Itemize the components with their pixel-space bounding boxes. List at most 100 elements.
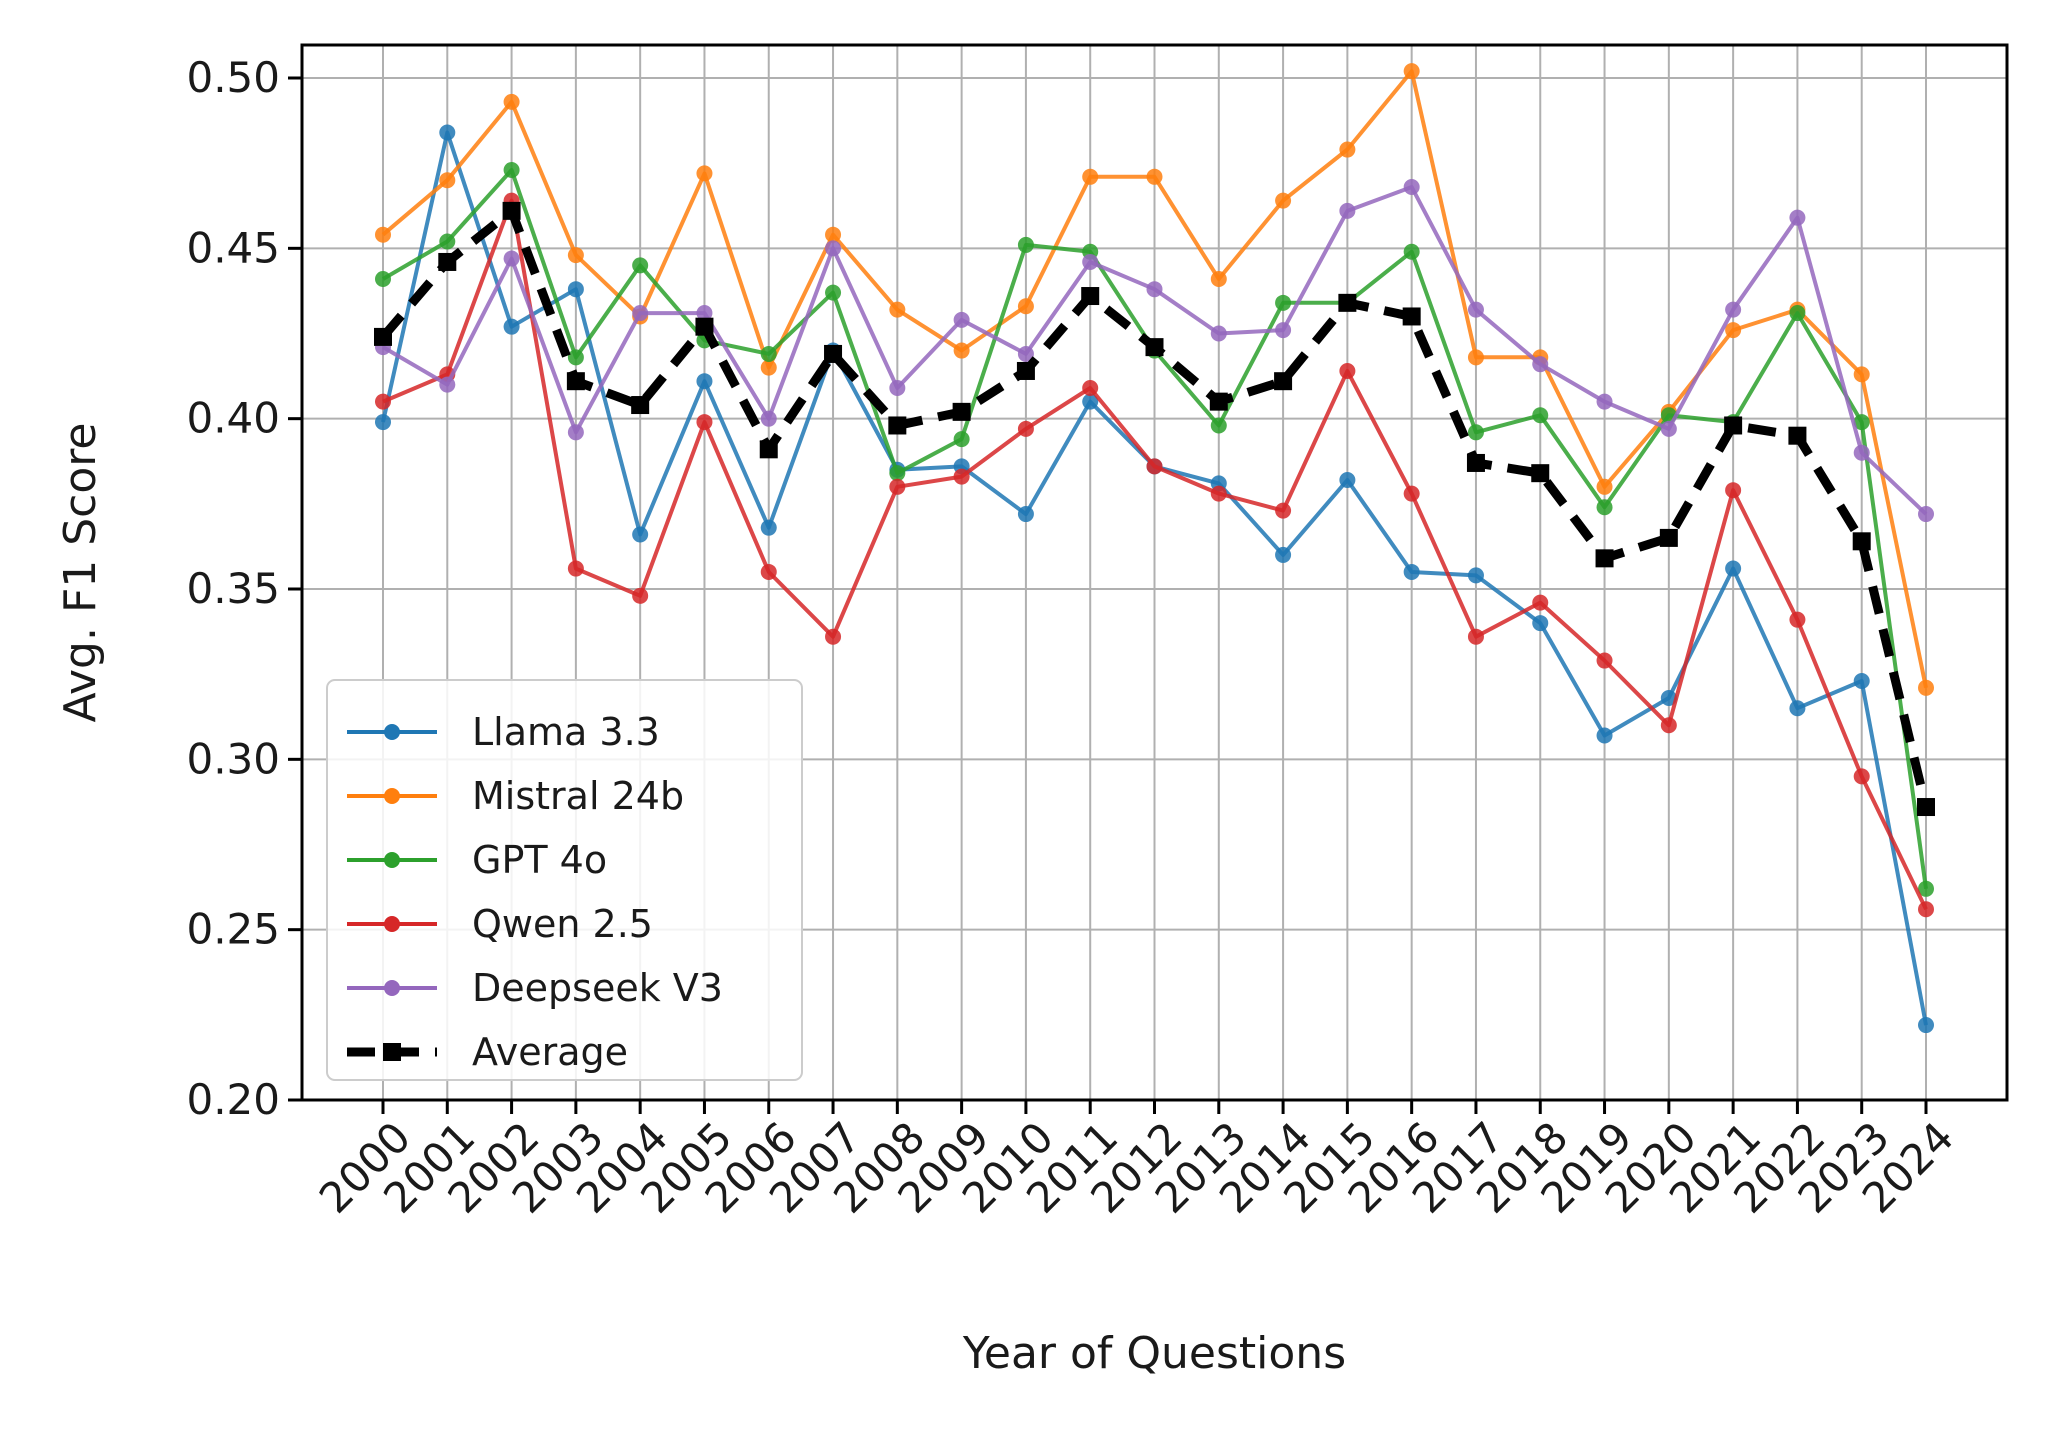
data-point [760, 359, 777, 376]
data-point [696, 414, 713, 431]
data-point [1659, 528, 1678, 547]
data-point [889, 478, 906, 495]
data-point [1017, 345, 1034, 362]
series-deepseek-v3 [375, 179, 1934, 523]
data-point [1146, 281, 1163, 298]
data-point [502, 201, 521, 220]
data-point [759, 440, 778, 459]
data-point [1146, 458, 1163, 475]
data-point [1467, 628, 1484, 645]
data-point [953, 311, 970, 328]
y-tick-label: 0.30 [186, 734, 280, 783]
data-point [1210, 270, 1227, 287]
data-point [567, 247, 584, 264]
data-point [1531, 464, 1550, 483]
data-point [1853, 444, 1870, 461]
data-point [1275, 546, 1292, 563]
data-point [1339, 202, 1356, 219]
data-point [1467, 567, 1484, 584]
data-point [1467, 349, 1484, 366]
legend-item: Qwen 2.5 [347, 902, 653, 946]
data-point [1467, 301, 1484, 318]
data-point [567, 560, 584, 577]
data-point [1596, 478, 1613, 495]
y-tick-label: 0.50 [186, 53, 280, 102]
data-point [1918, 901, 1934, 918]
data-point [1725, 560, 1742, 577]
legend-marker [384, 852, 400, 868]
legend-marker [384, 788, 400, 804]
y-tick-label: 0.25 [186, 905, 280, 954]
data-point [760, 519, 777, 536]
data-point [567, 281, 584, 298]
data-point [375, 414, 391, 431]
data-point [1660, 690, 1677, 707]
legend-item: Average [347, 1030, 628, 1074]
legend-label: Average [472, 1030, 628, 1074]
data-point [1532, 356, 1549, 373]
data-point [1275, 322, 1292, 339]
data-point [1402, 307, 1421, 326]
data-point [1788, 426, 1807, 445]
legend-item: GPT 4o [347, 838, 607, 882]
legend-marker [384, 724, 400, 740]
data-point [953, 342, 970, 359]
data-point [1081, 287, 1100, 306]
data-point [632, 257, 649, 274]
data-point [1532, 594, 1549, 611]
data-point [566, 372, 585, 391]
data-point [439, 172, 456, 189]
data-point [695, 317, 714, 336]
data-point [438, 252, 457, 271]
legend: Llama 3.3 Mistral 24b GPT 4o Qwen 2.5 Deepse… [326, 679, 803, 1081]
y-axis-title: Avg. F1 Score [55, 423, 106, 723]
data-point [889, 301, 906, 318]
data-point [1403, 179, 1420, 196]
data-point [1853, 768, 1870, 785]
data-point [632, 587, 649, 604]
data-point [1275, 294, 1292, 311]
data-point [825, 240, 842, 257]
data-point [1338, 293, 1357, 312]
data-point [825, 284, 842, 301]
data-point [696, 305, 713, 322]
data-point [567, 424, 584, 441]
data-point [825, 628, 842, 645]
data-point [374, 327, 392, 346]
data-point [953, 431, 970, 448]
data-point [632, 305, 649, 322]
data-point [1274, 372, 1293, 391]
data-point [1210, 325, 1227, 342]
data-point [1596, 727, 1613, 744]
data-point [1466, 453, 1485, 472]
data-point [439, 124, 456, 141]
data-point [1789, 611, 1806, 628]
y-tick-label: 0.35 [186, 564, 280, 613]
data-point [1275, 502, 1292, 519]
legend-item: Llama 3.3 [347, 710, 660, 754]
data-point [889, 380, 906, 397]
data-point [1209, 392, 1228, 411]
data-point [889, 465, 906, 482]
data-point [503, 318, 520, 335]
data-point [1082, 380, 1099, 397]
data-point [503, 93, 520, 110]
legend-marker [383, 1043, 401, 1061]
data-point [1017, 420, 1034, 437]
data-point [1403, 243, 1420, 260]
data-point [1918, 880, 1934, 897]
data-point [1660, 420, 1677, 437]
legend-label: Mistral 24b [472, 774, 684, 818]
data-point [439, 233, 456, 250]
data-point [1339, 362, 1356, 379]
data-point [696, 165, 713, 182]
x-axis-title: Year of Questions [962, 1328, 1346, 1379]
data-point [1339, 141, 1356, 158]
y-tick-label: 0.20 [186, 1075, 280, 1124]
data-point [503, 250, 520, 267]
data-point [953, 468, 970, 485]
legend-label: Deepseek V3 [472, 966, 723, 1010]
legend-marker [384, 916, 400, 932]
